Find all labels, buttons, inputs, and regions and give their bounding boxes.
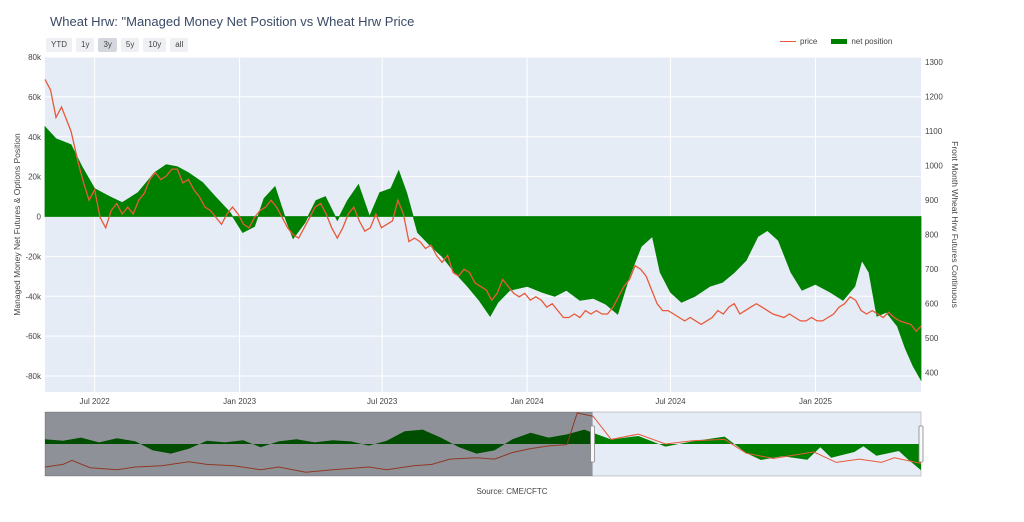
slider-net-position-area	[45, 429, 921, 471]
y-tick-label: -20k	[25, 252, 42, 261]
legend-price-label: price	[800, 37, 818, 46]
main-plot[interactable]: 80k 60k 40k 20k 0 -20k -40k -60k -80k 400 500 600 70…	[12, 53, 960, 406]
slider-mask-left	[45, 412, 593, 476]
y2-tick-label: 500	[925, 334, 939, 343]
y2-tick-label: 400	[925, 369, 939, 378]
y-tick-label: -40k	[25, 292, 42, 301]
range-button-1y[interactable]: 1y	[76, 38, 95, 52]
y-axis-title: Managed Money Net Futures & Options Posi…	[12, 133, 22, 316]
slider-handle-left[interactable]	[590, 425, 595, 463]
y-tick-label: -80k	[25, 372, 42, 381]
range-slider[interactable]	[44, 411, 924, 477]
slider-price-line	[44, 412, 922, 473]
y-tick-label: -60k	[25, 332, 42, 341]
net-position-area[interactable]	[44, 125, 922, 382]
range-button-3y[interactable]: 3y	[98, 38, 117, 52]
y-tick-label: 60k	[28, 93, 42, 102]
price-line[interactable]	[44, 79, 922, 333]
x-tick-label: Jul 2022	[80, 397, 111, 406]
range-selector: YTD 1y 3y 5y 10y all	[46, 38, 189, 52]
x-tick-label: Jul 2023	[367, 397, 398, 406]
legend: price net position	[780, 37, 892, 46]
y2-axis-title: Front Month Wheat Hrw Futures Continuous	[950, 141, 960, 308]
y-tick-label: 80k	[28, 53, 42, 62]
y-tick-label: 40k	[28, 133, 42, 142]
range-button-all[interactable]: all	[170, 38, 189, 52]
x-tick-label: Jan 2023	[223, 397, 256, 406]
legend-price-swatch	[780, 41, 796, 42]
legend-net-position-swatch	[831, 39, 848, 44]
legend-item-price[interactable]: price	[780, 37, 817, 46]
x-tick-label: Jan 2024	[511, 397, 544, 406]
legend-item-net-position[interactable]: net position	[831, 37, 892, 46]
y2-tick-label: 1000	[925, 162, 943, 171]
plot-background	[45, 57, 921, 392]
y2-tick-label: 900	[925, 196, 939, 205]
y2-tick-label: 600	[925, 300, 939, 309]
y2-tick-label: 1200	[925, 93, 943, 102]
x-tick-label: Jul 2024	[655, 397, 686, 406]
slider-handle-right[interactable]	[918, 425, 924, 463]
range-button-5y[interactable]: 5y	[120, 38, 140, 52]
x-tick-label: Jan 2025	[799, 397, 832, 406]
legend-net-position-label: net position	[851, 37, 893, 46]
range-button-ytd[interactable]: YTD	[46, 38, 72, 52]
y2-tick-label: 1300	[925, 58, 943, 67]
source-note: Source: CME/CFTC	[476, 487, 548, 496]
y-tick-label: 0	[37, 213, 42, 222]
slider-background	[44, 411, 922, 477]
y2-tick-label: 700	[925, 265, 939, 274]
range-button-10y[interactable]: 10y	[143, 38, 167, 52]
chart-title: Wheat Hrw: "Managed Money Net Position v…	[50, 14, 415, 29]
y-tick-label: 20k	[28, 173, 42, 182]
y2-tick-label: 800	[925, 231, 939, 240]
y2-tick-label: 1100	[925, 127, 943, 136]
